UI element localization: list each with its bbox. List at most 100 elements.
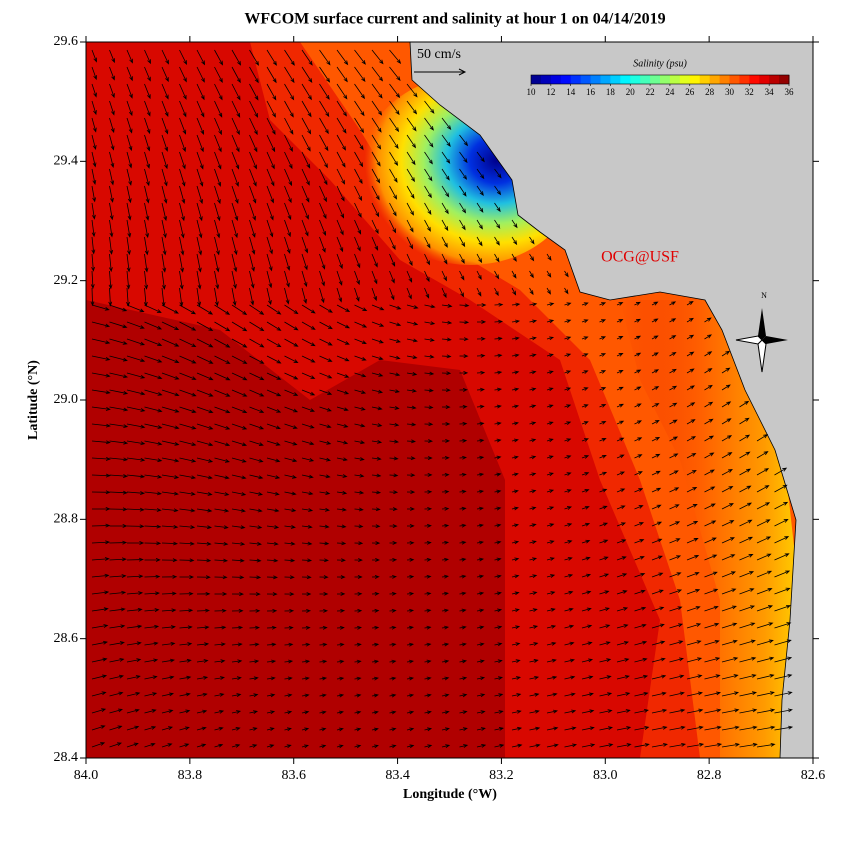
current-vector xyxy=(231,168,239,187)
current-vector xyxy=(511,336,520,341)
current-vector xyxy=(284,236,291,255)
current-vector xyxy=(616,369,624,374)
current-vector xyxy=(319,575,329,580)
current-vector xyxy=(126,675,141,680)
current-vector xyxy=(319,659,328,664)
colorbar-swatch xyxy=(699,75,711,84)
current-vector xyxy=(91,573,110,578)
current-vector xyxy=(231,49,242,66)
current-vector xyxy=(739,468,752,476)
current-vector xyxy=(459,219,466,231)
current-vector xyxy=(406,202,414,216)
current-vector xyxy=(144,491,162,496)
current-vector xyxy=(634,420,642,425)
current-vector xyxy=(144,270,149,290)
current-vector xyxy=(756,587,773,595)
current-vector xyxy=(406,151,416,166)
current-vector xyxy=(704,537,717,544)
current-vector xyxy=(739,725,758,731)
current-vector xyxy=(284,321,299,331)
current-vector xyxy=(529,692,540,697)
current-vector xyxy=(319,304,333,313)
current-vector xyxy=(161,709,174,714)
current-vector xyxy=(406,355,418,360)
current-vector xyxy=(424,134,434,148)
current-vector xyxy=(424,456,433,460)
current-vector xyxy=(179,675,192,680)
current-vector xyxy=(371,151,381,167)
current-vector xyxy=(581,353,589,357)
current-vector xyxy=(581,641,593,646)
current-vector xyxy=(704,452,715,459)
current-vector xyxy=(494,489,502,494)
current-vector xyxy=(721,554,736,561)
current-vector xyxy=(529,743,541,748)
current-vector xyxy=(511,370,520,375)
current-vector xyxy=(686,657,703,663)
current-vector xyxy=(476,608,485,613)
salinity-field xyxy=(86,42,813,758)
current-vector xyxy=(389,744,397,749)
current-vector xyxy=(301,625,311,630)
current-vector xyxy=(529,370,537,375)
current-vector xyxy=(389,406,400,410)
current-vector xyxy=(266,168,275,187)
current-vector xyxy=(109,641,125,646)
current-vector xyxy=(109,185,114,203)
current-vector xyxy=(214,491,230,496)
current-vector xyxy=(161,202,168,222)
current-vector xyxy=(616,692,631,697)
current-vector xyxy=(686,402,696,408)
current-vector xyxy=(249,423,265,430)
colorbar-tick-label: 28 xyxy=(705,87,715,97)
current-vector xyxy=(301,338,316,347)
current-vector xyxy=(686,691,703,697)
current-vector xyxy=(441,303,453,308)
current-vector xyxy=(126,168,132,186)
current-vector xyxy=(704,418,714,425)
current-vector xyxy=(389,676,397,681)
current-vector xyxy=(336,134,346,151)
current-vector xyxy=(336,389,350,395)
current-vector xyxy=(214,253,220,273)
current-vector xyxy=(336,287,343,303)
current-vector xyxy=(564,743,578,748)
current-vector xyxy=(669,555,682,561)
current-vector xyxy=(249,710,259,715)
current-vector xyxy=(336,625,345,630)
current-vector xyxy=(774,467,788,476)
current-vector xyxy=(214,100,223,118)
current-vector xyxy=(721,520,735,527)
current-vector xyxy=(144,524,162,529)
current-vector xyxy=(266,608,278,613)
current-vector xyxy=(494,540,502,545)
current-vector xyxy=(704,691,722,697)
current-vector xyxy=(371,507,381,512)
current-vector xyxy=(249,659,260,664)
colorbar-swatch xyxy=(630,75,641,84)
current-vector xyxy=(231,117,240,136)
current-vector xyxy=(161,304,179,314)
current-vector xyxy=(424,659,432,664)
current-vector xyxy=(739,588,755,595)
current-vector xyxy=(214,406,231,414)
current-vector xyxy=(371,591,380,596)
current-vector xyxy=(91,389,111,395)
colorbar-tick-label: 12 xyxy=(546,87,555,97)
current-vector xyxy=(231,372,248,381)
current-vector xyxy=(161,355,180,364)
current-vector xyxy=(91,338,111,345)
current-vector xyxy=(319,474,331,479)
current-vector xyxy=(249,49,260,66)
current-vector xyxy=(319,440,332,445)
current-vector xyxy=(319,491,331,495)
colorbar-swatch xyxy=(709,75,721,84)
current-vector xyxy=(739,571,755,578)
current-vector xyxy=(389,355,401,360)
current-vector xyxy=(249,304,265,315)
current-vector xyxy=(266,558,279,563)
current-vector xyxy=(336,642,345,647)
current-vector xyxy=(406,524,415,528)
current-vector xyxy=(266,693,276,698)
